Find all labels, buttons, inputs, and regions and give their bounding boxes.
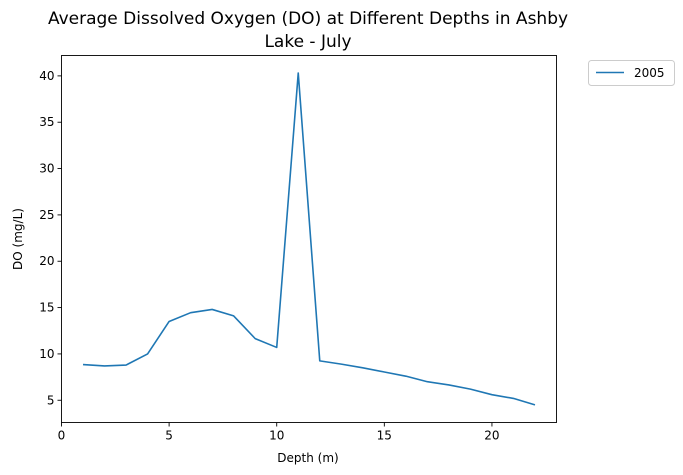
y-tick-label: 10 [39, 347, 54, 361]
legend-box [588, 60, 675, 86]
chart-title-line-2: Lake - July [264, 32, 351, 52]
y-tick-label: 35 [39, 115, 54, 129]
series-line-2005 [82, 72, 536, 406]
x-tick-label: 20 [484, 429, 499, 443]
legend-label-2005: 2005 [634, 66, 665, 80]
y-tick-label: 5 [47, 393, 55, 407]
y-tick-label: 25 [39, 208, 54, 222]
chart-title-line-1: Average Dissolved Oxygen (DO) at Differe… [48, 9, 568, 29]
plot-area [61, 55, 557, 423]
legend: 2005 [588, 60, 675, 86]
x-axis-title: Depth (m) [277, 451, 338, 465]
y-tick-label: 15 [39, 301, 54, 315]
y-axis: 5 10 15 20 25 30 35 40 [39, 69, 62, 407]
y-tick-label: 20 [39, 254, 54, 268]
y-axis-title: DO (mg/L) [11, 208, 25, 270]
y-tick-label: 40 [39, 69, 54, 83]
x-tick-label: 15 [377, 429, 392, 443]
x-axis: 0 5 10 15 20 [58, 422, 500, 443]
x-tick-label: 5 [165, 429, 173, 443]
y-tick-label: 30 [39, 162, 54, 176]
x-tick-label: 10 [269, 429, 284, 443]
x-tick-label: 0 [58, 429, 66, 443]
